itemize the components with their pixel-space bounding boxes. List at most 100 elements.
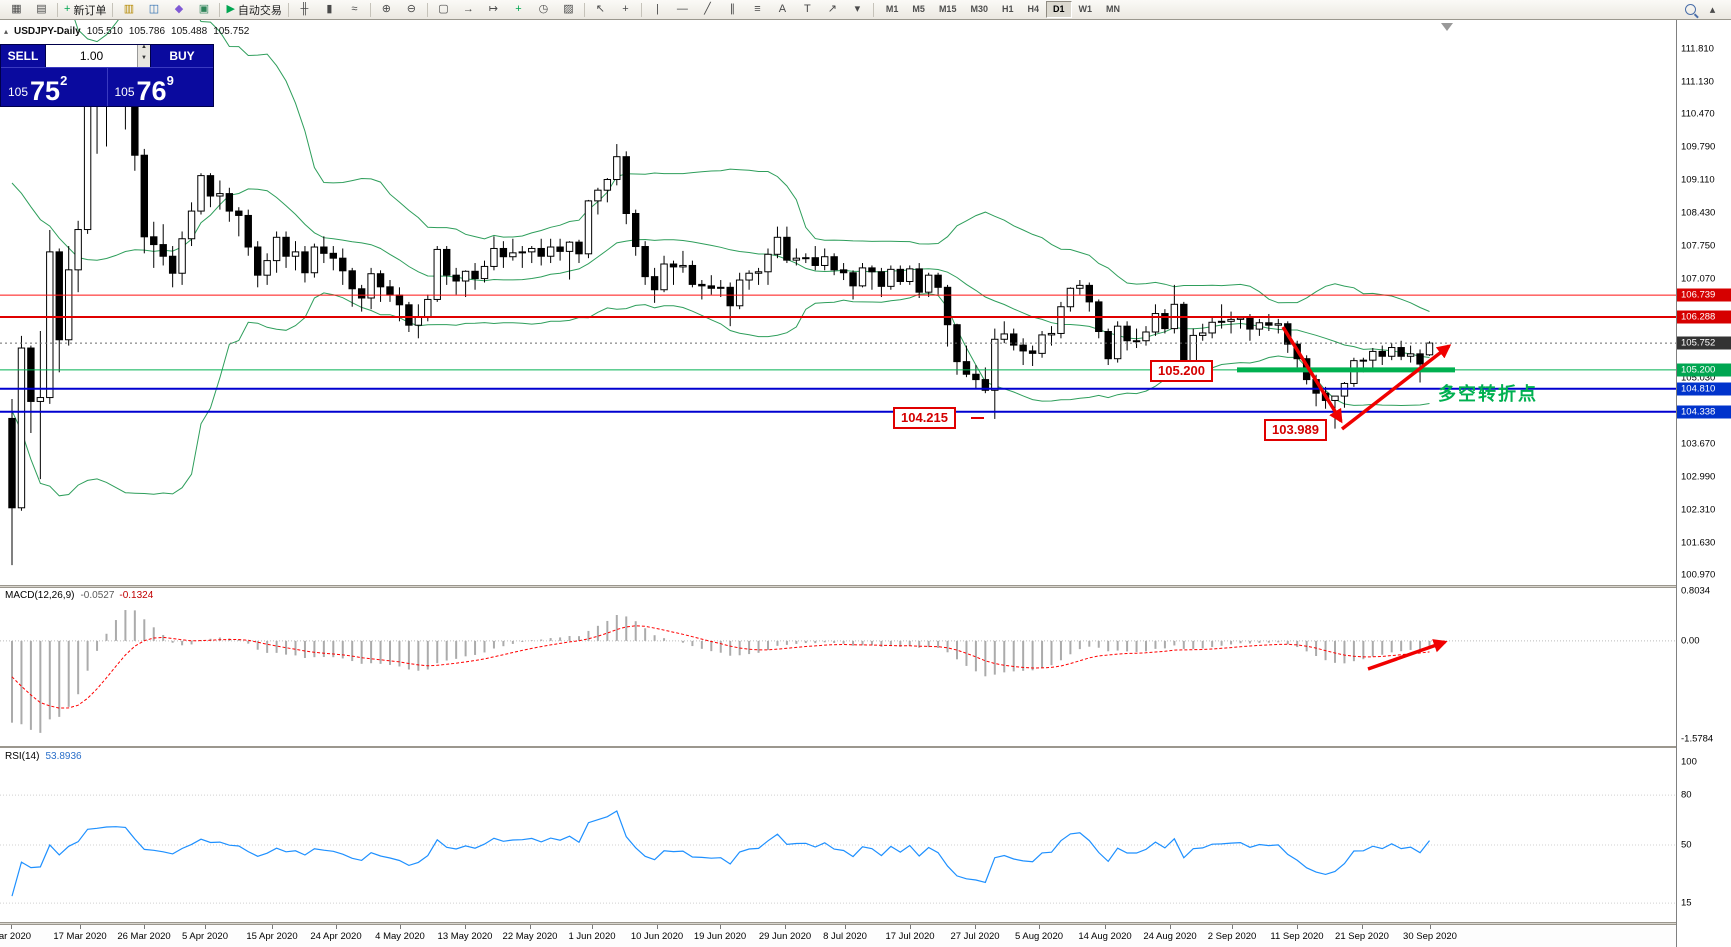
rsi-axis-label: 15 bbox=[1681, 897, 1692, 909]
objects-dropdown-button[interactable]: ▾ bbox=[845, 0, 870, 19]
navigator-button[interactable]: ◆ bbox=[166, 0, 191, 19]
horizontal-line-button[interactable]: — bbox=[670, 0, 695, 19]
date-tick bbox=[845, 925, 846, 929]
zoom-in-button[interactable]: ⊕ bbox=[374, 0, 399, 19]
timeframe-mn[interactable]: MN bbox=[1106, 4, 1121, 14]
data-window-icon: ◫ bbox=[148, 3, 160, 15]
vertical-line-button[interactable]: | bbox=[645, 0, 670, 19]
ohlc-high: 105.786 bbox=[128, 26, 166, 37]
date-axis-label: 14 Aug 2020 bbox=[1078, 931, 1132, 942]
fibonacci-button[interactable]: ≡ bbox=[745, 0, 770, 19]
panel-splitter-macd[interactable] bbox=[0, 585, 1731, 588]
price-axis[interactable]: 111.810 111.130 110.470 109.790 109.110 108.4… bbox=[1676, 20, 1731, 947]
turning-point-note[interactable]: 多空转折点 bbox=[1438, 384, 1538, 404]
timeframe-m15[interactable]: M15 bbox=[938, 4, 957, 14]
volume-up-icon[interactable]: ▲ bbox=[138, 44, 150, 56]
text-label-button[interactable]: T bbox=[795, 0, 820, 19]
chart-shift-button[interactable]: ↦ bbox=[481, 0, 506, 19]
timeframe-w1[interactable]: W1 bbox=[1078, 4, 1093, 14]
arrow-tool-button[interactable]: ↗ bbox=[820, 0, 845, 19]
buy-price-pip: 9 bbox=[166, 73, 174, 88]
one-click-toggle-icon[interactable]: ▴ bbox=[4, 27, 9, 36]
date-axis-label: 17 Mar 2020 bbox=[53, 931, 107, 942]
sell-price-button[interactable]: 105 75 2 bbox=[1, 68, 108, 106]
tile-windows-button[interactable]: ▢ bbox=[431, 0, 456, 19]
price-axis-label: 111.810 bbox=[1681, 43, 1714, 55]
timeframe-d1[interactable]: D1 bbox=[1046, 1, 1072, 18]
timeframe-m1[interactable]: M1 bbox=[885, 4, 899, 14]
price-axis-label: 109.790 bbox=[1681, 141, 1716, 153]
ohlc-low: 105.488 bbox=[171, 26, 208, 37]
sell-price-big: 75 bbox=[30, 76, 61, 107]
timeframe-h4[interactable]: H4 bbox=[1027, 4, 1039, 14]
objects-dropdown-icon: ▾ bbox=[854, 3, 861, 15]
indicators-icon: + bbox=[515, 3, 522, 15]
ohlc-open: 105.510 bbox=[86, 26, 123, 37]
search-icon[interactable] bbox=[1685, 4, 1696, 15]
date-axis-label: 21 Sep 2020 bbox=[1335, 931, 1389, 942]
panel-splitter-dates[interactable] bbox=[0, 922, 1731, 925]
equidistant-channel-icon: ∥ bbox=[729, 3, 736, 15]
terminal-button[interactable]: ▣ bbox=[191, 0, 216, 19]
timeframe-m30[interactable]: M30 bbox=[970, 4, 988, 14]
price-axis-label: 111.130 bbox=[1681, 76, 1714, 88]
buy-button[interactable]: BUY bbox=[151, 45, 213, 67]
price-level-badge: 104.810 bbox=[1677, 382, 1731, 396]
toolbar-separator bbox=[369, 2, 371, 17]
cursor-button[interactable]: ↖ bbox=[588, 0, 613, 19]
date-tick bbox=[205, 925, 206, 929]
date-tick bbox=[592, 925, 593, 929]
candlestick-chart[interactable] bbox=[0, 20, 1676, 585]
volume-down-icon[interactable]: ▼ bbox=[138, 55, 150, 67]
periods-button[interactable]: ◷ bbox=[531, 0, 556, 19]
toolbar-separator bbox=[112, 2, 114, 17]
macd-panel-chart[interactable] bbox=[0, 588, 1676, 746]
one-click-trading-panel: SELL ▲ ▼ BUY 105 75 2 105 76 9 bbox=[0, 44, 214, 107]
trendline-button[interactable]: ╱ bbox=[695, 0, 720, 19]
date-axis-label: 8 Jul 2020 bbox=[823, 931, 867, 942]
price-annotation-box[interactable]: 104.215 bbox=[893, 407, 956, 430]
chart-profiles-button[interactable]: ▤ bbox=[29, 0, 54, 19]
zoom-out-button[interactable]: ⊖ bbox=[399, 0, 424, 19]
timeframe-m5[interactable]: M5 bbox=[912, 4, 925, 14]
collapse-toolbar-icon[interactable]: ▴ bbox=[1709, 4, 1716, 16]
date-tick bbox=[80, 925, 81, 929]
date-axis[interactable]: Mar 2020 17 Mar 2020 26 Mar 2020 5 Apr 2020… bbox=[0, 925, 1676, 947]
date-axis-label: 19 Jun 2020 bbox=[693, 931, 747, 942]
buy-price-button[interactable]: 105 76 9 bbox=[107, 68, 213, 106]
toolbar-right-group: ▴ bbox=[1685, 0, 1727, 19]
panel-splitter-rsi[interactable] bbox=[0, 746, 1731, 748]
data-window-button[interactable]: ◫ bbox=[141, 0, 166, 19]
equidistant-channel-button[interactable]: ∥ bbox=[720, 0, 745, 19]
timeframe-group: M1 M5 M15 M30 H1 H4 D1 W1 MN bbox=[879, 1, 1127, 18]
indicators-button[interactable]: + bbox=[506, 0, 531, 19]
zoom-out-icon: ⊖ bbox=[406, 3, 417, 15]
auto-trading-button[interactable]: ▶ 自动交易 bbox=[223, 0, 284, 19]
price-level-badge: 106.739 bbox=[1677, 288, 1731, 302]
date-tick bbox=[400, 925, 401, 929]
crosshair-button[interactable]: + bbox=[613, 0, 638, 19]
line-chart-button[interactable]: ≈ bbox=[342, 0, 367, 19]
templates-button[interactable]: ▨ bbox=[556, 0, 581, 19]
auto-scroll-button[interactable]: → bbox=[456, 0, 481, 19]
timeframe-h1[interactable]: H1 bbox=[1001, 4, 1014, 14]
ohlc-close: 105.752 bbox=[213, 26, 250, 37]
date-axis-label: 11 Sep 2020 bbox=[1270, 931, 1324, 942]
volume-input[interactable] bbox=[46, 45, 137, 67]
bar-chart-button[interactable]: ╫ bbox=[292, 0, 317, 19]
rsi-panel-chart[interactable] bbox=[0, 748, 1676, 922]
date-tick bbox=[657, 925, 658, 929]
date-tick bbox=[975, 925, 976, 929]
market-watch-button[interactable]: ▥ bbox=[116, 0, 141, 19]
sell-button[interactable]: SELL bbox=[1, 45, 45, 67]
price-annotation-box[interactable]: 105.200 bbox=[1150, 360, 1213, 383]
trendline-icon: ╱ bbox=[704, 3, 711, 15]
text-button[interactable]: A bbox=[770, 0, 795, 19]
candlestick-chart-button[interactable]: ▮ bbox=[317, 0, 342, 19]
new-order-button[interactable]: + 新订单 bbox=[61, 0, 109, 19]
toolbar-separator bbox=[219, 2, 221, 17]
new-chart-button[interactable]: ▦ bbox=[4, 0, 29, 19]
price-annotation-box[interactable]: 103.989 bbox=[1264, 419, 1327, 442]
chart-ohlc-line: ▴ USDJPY-Daily 105.510 105.786 105.488 1… bbox=[4, 26, 249, 37]
